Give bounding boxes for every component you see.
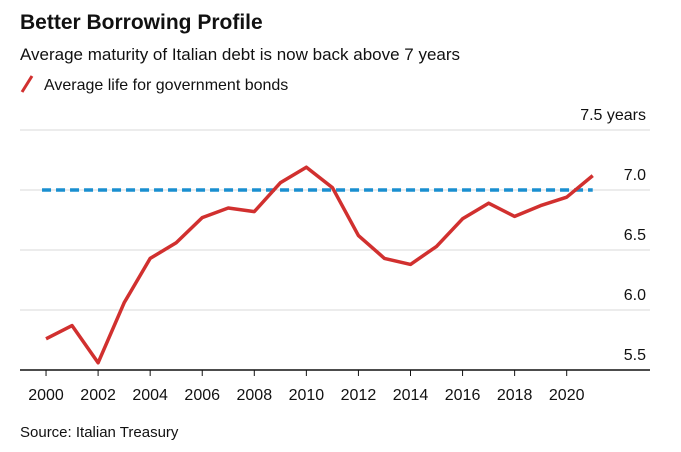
x-tick-label: 2004 <box>132 387 168 404</box>
x-tick-label: 2012 <box>341 387 377 404</box>
x-tick-label: 2002 <box>80 387 116 404</box>
chart-subtitle: Average maturity of Italian debt is now … <box>20 45 460 64</box>
data-line <box>45 165 594 365</box>
x-tick-label: 2016 <box>445 387 481 404</box>
y-tick-label: 7.5 years <box>580 107 646 124</box>
x-tick-label: 2006 <box>184 387 220 404</box>
source: Source: Italian Treasury <box>20 424 179 441</box>
x-tick-label: 2014 <box>393 387 429 404</box>
x-tick-label: 2018 <box>497 387 533 404</box>
y-tick-label: 6.5 <box>624 227 646 244</box>
x-tick-label: 2008 <box>237 387 273 404</box>
x-tick-label: 2020 <box>549 387 585 404</box>
legend-label: Average life for government bonds <box>44 77 288 94</box>
legend-swatch <box>20 75 34 93</box>
chart-title: Better Borrowing Profile <box>20 11 263 34</box>
x-tick-label: 2000 <box>28 387 64 404</box>
y-tick-label: 5.5 <box>624 347 646 364</box>
x-tick-label: 2010 <box>289 387 325 404</box>
y-tick-label: 6.0 <box>624 287 646 304</box>
y-tick-label: 7.0 <box>624 167 646 184</box>
